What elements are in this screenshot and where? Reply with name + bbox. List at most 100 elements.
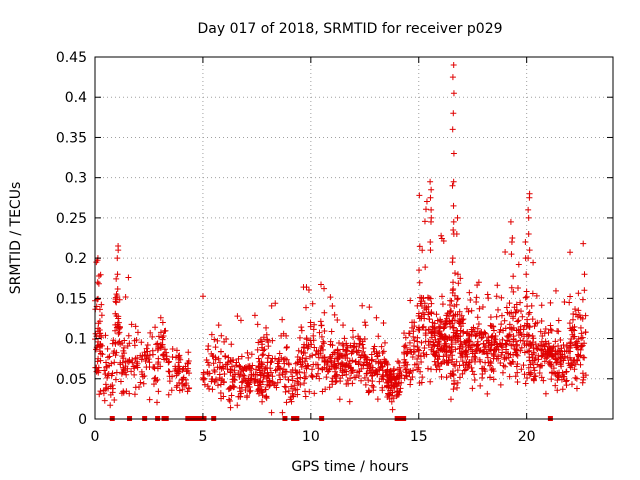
data-point	[280, 330, 287, 337]
spike-point	[427, 218, 434, 225]
data-point	[431, 351, 438, 358]
data-point	[500, 327, 507, 334]
data-point	[327, 294, 334, 301]
data-point	[437, 318, 444, 325]
data-point	[436, 340, 443, 347]
data-point	[283, 399, 290, 406]
data-point	[515, 317, 522, 324]
data-point	[107, 402, 114, 409]
spike-point	[525, 230, 532, 237]
data-point	[477, 329, 484, 336]
spike-point	[454, 311, 461, 318]
spike-point	[428, 206, 435, 213]
data-point	[138, 368, 145, 375]
data-point	[200, 374, 207, 381]
data-point	[310, 337, 317, 344]
data-point	[494, 282, 501, 289]
data-point	[294, 378, 301, 385]
data-point	[443, 343, 450, 350]
y-tick-label: 0.25	[56, 211, 87, 227]
data-point	[101, 397, 108, 404]
data-point	[111, 396, 118, 403]
data-point	[212, 344, 219, 351]
data-point	[570, 326, 577, 333]
data-point	[499, 336, 506, 343]
spike-point	[525, 206, 532, 213]
data-point	[118, 390, 125, 397]
data-point	[469, 368, 476, 375]
data-point	[410, 343, 417, 350]
data-point	[455, 280, 462, 287]
data-point	[425, 311, 432, 318]
data-point	[557, 336, 564, 343]
data-point	[506, 373, 513, 380]
data-point	[505, 334, 512, 341]
data-point	[339, 367, 346, 374]
x-tick-label: 10	[302, 429, 320, 445]
data-point	[573, 375, 580, 382]
data-point	[493, 293, 500, 300]
data-point	[449, 324, 456, 331]
data-point	[554, 328, 561, 335]
data-point	[563, 382, 570, 389]
data-point	[246, 364, 253, 371]
data-point	[255, 355, 262, 362]
data-point	[419, 374, 426, 381]
data-point	[418, 379, 425, 386]
data-point	[452, 270, 459, 277]
data-point	[112, 310, 119, 317]
data-point	[238, 390, 245, 397]
data-point	[102, 371, 109, 378]
data-point	[377, 358, 384, 365]
data-point	[441, 347, 448, 354]
data-point	[255, 339, 262, 346]
data-point	[471, 358, 478, 365]
data-point	[530, 375, 537, 382]
data-point	[517, 299, 524, 306]
data-point	[421, 300, 428, 307]
data-point	[113, 324, 120, 331]
data-point	[146, 363, 153, 370]
data-point	[226, 396, 233, 403]
data-point	[383, 360, 390, 367]
data-point	[282, 388, 289, 395]
data-point	[387, 367, 394, 374]
data-point	[292, 387, 299, 394]
data-point	[542, 390, 549, 397]
data-point	[255, 363, 262, 370]
data-point	[390, 395, 397, 402]
data-point	[578, 343, 585, 350]
data-point	[440, 353, 447, 360]
data-point	[376, 378, 383, 385]
data-point	[121, 350, 128, 357]
data-point	[512, 373, 519, 380]
data-point	[443, 374, 450, 381]
data-point	[552, 338, 559, 345]
data-point	[431, 342, 438, 349]
data-point	[521, 349, 528, 356]
data-point	[335, 340, 342, 347]
data-point	[298, 348, 305, 355]
data-point	[95, 325, 102, 332]
data-point	[379, 367, 386, 374]
data-point	[554, 387, 561, 394]
data-point	[154, 399, 161, 406]
spike-point	[427, 239, 434, 246]
data-point	[112, 352, 119, 359]
data-point	[291, 382, 298, 389]
data-point	[276, 350, 283, 357]
data-point	[581, 354, 588, 361]
data-point	[373, 350, 380, 357]
data-point	[453, 358, 460, 365]
data-point	[248, 351, 255, 358]
data-point	[538, 374, 545, 381]
data-point	[407, 381, 414, 388]
data-point	[214, 382, 221, 389]
data-point	[212, 356, 219, 363]
data-point	[457, 319, 464, 326]
data-point	[488, 360, 495, 367]
data-point	[140, 380, 147, 387]
data-point	[402, 334, 409, 341]
data-point	[114, 285, 121, 292]
data-point	[332, 379, 339, 386]
